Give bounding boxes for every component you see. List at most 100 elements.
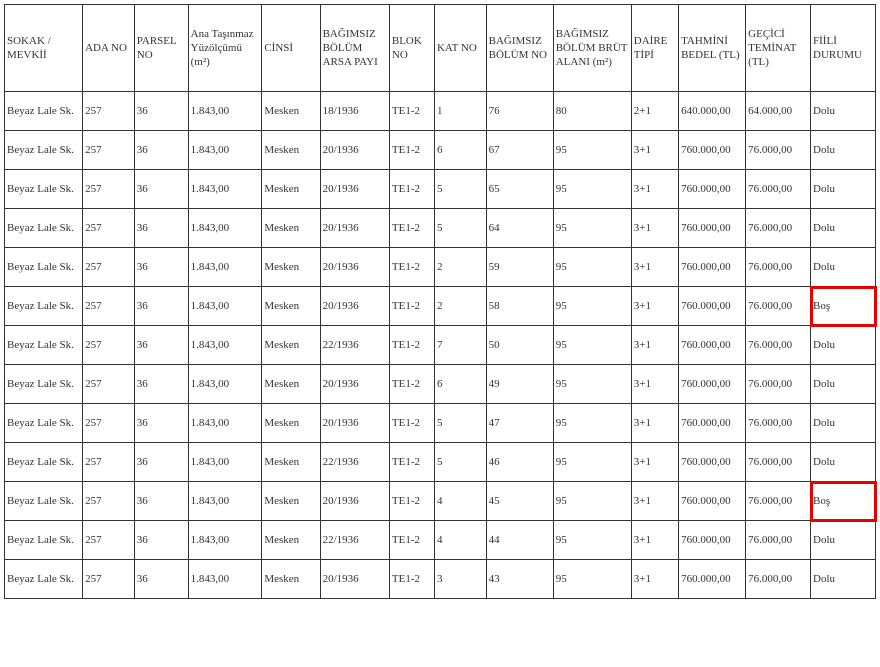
- table-cell: Beyaz Lale Sk.: [5, 443, 83, 482]
- table-cell: 49: [486, 365, 553, 404]
- table-cell: Beyaz Lale Sk.: [5, 404, 83, 443]
- table-cell: 6: [434, 365, 486, 404]
- table-cell: 257: [83, 365, 135, 404]
- table-cell: Beyaz Lale Sk.: [5, 326, 83, 365]
- table-cell: 95: [553, 170, 631, 209]
- table-cell: Beyaz Lale Sk.: [5, 482, 83, 521]
- table-cell: 20/1936: [320, 131, 389, 170]
- table-cell: 257: [83, 92, 135, 131]
- table-row: Beyaz Lale Sk.257361.843,00Mesken20/1936…: [5, 248, 876, 287]
- table-cell: 1.843,00: [188, 365, 262, 404]
- col-cinsi: CİNSİ: [262, 5, 320, 92]
- table-cell: 3+1: [631, 443, 678, 482]
- table-cell: 3+1: [631, 521, 678, 560]
- table-cell: Mesken: [262, 443, 320, 482]
- table-cell: 3+1: [631, 560, 678, 599]
- table-cell: 257: [83, 287, 135, 326]
- col-ada-no: ADA NO: [83, 5, 135, 92]
- table-row: Beyaz Lale Sk.257361.843,00Mesken20/1936…: [5, 131, 876, 170]
- col-bolum-no: BAĞIMSIZ BÖLÜM NO: [486, 5, 553, 92]
- table-cell: 95: [553, 287, 631, 326]
- table-cell: 1.843,00: [188, 560, 262, 599]
- table-cell: 3+1: [631, 131, 678, 170]
- table-cell: 46: [486, 443, 553, 482]
- table-row: Beyaz Lale Sk.257361.843,00Mesken20/1936…: [5, 209, 876, 248]
- table-cell: Dolu: [811, 170, 876, 209]
- table-cell: Mesken: [262, 170, 320, 209]
- table-cell: 76.000,00: [746, 521, 811, 560]
- table-cell: 760.000,00: [679, 482, 746, 521]
- table-cell: 20/1936: [320, 170, 389, 209]
- table-cell: 1.843,00: [188, 92, 262, 131]
- table-cell: 45: [486, 482, 553, 521]
- table-cell: 36: [134, 365, 188, 404]
- table-cell: 3+1: [631, 248, 678, 287]
- table-cell: TE1-2: [389, 326, 434, 365]
- table-cell: 257: [83, 131, 135, 170]
- table-cell: 1.843,00: [188, 248, 262, 287]
- table-cell: 760.000,00: [679, 170, 746, 209]
- col-arsa-payi: BAĞIMSIZ BÖLÜM ARSA PAYI: [320, 5, 389, 92]
- table-cell: 3+1: [631, 170, 678, 209]
- table-cell: 76.000,00: [746, 131, 811, 170]
- table-cell: 257: [83, 521, 135, 560]
- table-cell: 95: [553, 521, 631, 560]
- table-cell: 1.843,00: [188, 482, 262, 521]
- table-cell: 3+1: [631, 404, 678, 443]
- table-cell: Dolu: [811, 209, 876, 248]
- col-gecici-teminat: GEÇİCİ TEMİNAT (TL): [746, 5, 811, 92]
- table-row: Beyaz Lale Sk.257361.843,00Mesken20/1936…: [5, 560, 876, 599]
- table-cell: 59: [486, 248, 553, 287]
- table-cell: 95: [553, 209, 631, 248]
- table-cell: 76.000,00: [746, 326, 811, 365]
- table-cell: Beyaz Lale Sk.: [5, 365, 83, 404]
- table-cell: 3+1: [631, 482, 678, 521]
- table-cell: 64.000,00: [746, 92, 811, 131]
- table-cell: 43: [486, 560, 553, 599]
- table-cell: Mesken: [262, 287, 320, 326]
- table-cell: 36: [134, 170, 188, 209]
- table-cell: 760.000,00: [679, 209, 746, 248]
- table-cell: 76.000,00: [746, 287, 811, 326]
- table-cell: Mesken: [262, 365, 320, 404]
- table-cell: 257: [83, 560, 135, 599]
- table-cell: Dolu: [811, 326, 876, 365]
- table-cell: 2: [434, 287, 486, 326]
- table-cell: 760.000,00: [679, 443, 746, 482]
- table-cell: TE1-2: [389, 404, 434, 443]
- table-cell: Dolu: [811, 404, 876, 443]
- table-cell: 3+1: [631, 209, 678, 248]
- table-cell: 36: [134, 560, 188, 599]
- table-cell: 4: [434, 521, 486, 560]
- col-daire-tipi: DAİRE TİPİ: [631, 5, 678, 92]
- table-cell: 1.843,00: [188, 443, 262, 482]
- table-cell: 257: [83, 248, 135, 287]
- table-cell: 22/1936: [320, 521, 389, 560]
- table-row: Beyaz Lale Sk.257361.843,00Mesken22/1936…: [5, 326, 876, 365]
- table-cell: Mesken: [262, 248, 320, 287]
- table-cell: 95: [553, 131, 631, 170]
- table-cell: 18/1936: [320, 92, 389, 131]
- table-cell: 5: [434, 170, 486, 209]
- table-cell: TE1-2: [389, 92, 434, 131]
- table-cell: 95: [553, 326, 631, 365]
- table-cell: 36: [134, 326, 188, 365]
- table-cell: 7: [434, 326, 486, 365]
- table-cell: Mesken: [262, 131, 320, 170]
- table-cell: TE1-2: [389, 365, 434, 404]
- table-cell: 95: [553, 443, 631, 482]
- table-cell: Dolu: [811, 521, 876, 560]
- table-cell: 76.000,00: [746, 560, 811, 599]
- table-cell: 20/1936: [320, 209, 389, 248]
- table-cell: 95: [553, 248, 631, 287]
- table-body: Beyaz Lale Sk.257361.843,00Mesken18/1936…: [5, 92, 876, 599]
- table-cell: 257: [83, 326, 135, 365]
- table-cell: TE1-2: [389, 248, 434, 287]
- table-cell: 257: [83, 404, 135, 443]
- table-row: Beyaz Lale Sk.257361.843,00Mesken18/1936…: [5, 92, 876, 131]
- table-cell: 5: [434, 209, 486, 248]
- table-cell: TE1-2: [389, 131, 434, 170]
- table-row: Beyaz Lale Sk.257361.843,00Mesken20/1936…: [5, 482, 876, 521]
- table-cell: 760.000,00: [679, 131, 746, 170]
- table-cell: TE1-2: [389, 482, 434, 521]
